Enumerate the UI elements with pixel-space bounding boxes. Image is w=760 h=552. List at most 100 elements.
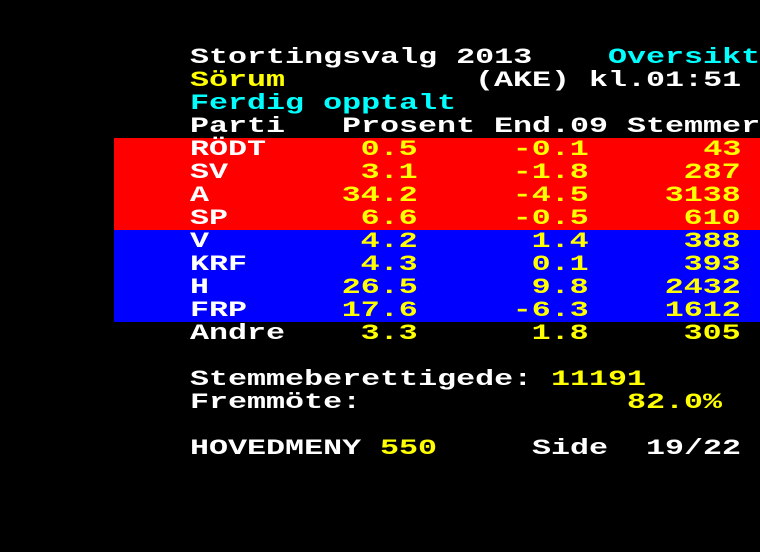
eligible-label-text: Stemmeberettigede: [190,367,533,392]
party-name-text: KRF [190,252,248,277]
party-name: SV [190,161,228,184]
party-name: V [190,230,209,253]
eligible-value: 11191 [551,368,646,391]
party-name-text: SP [190,206,229,231]
party-percent: 3.3 [361,322,418,345]
party-percent-text: 17.6 [341,298,418,323]
page-side-value: 19/22 [646,437,741,460]
party-name-text: Andre [190,321,286,346]
main-menu-label-text: HOVEDMENY [190,436,362,461]
party-name-text: H [190,275,210,300]
column-header-party-text: Parti [190,114,286,139]
party-votes-text: 610 [683,206,741,231]
party-change: 1.4 [532,230,589,253]
page-side-label-text: Side [532,436,609,461]
party-name-text: RÖDT [190,137,267,162]
party-name-text: A [190,183,210,208]
party-name: Andre [190,322,285,345]
party-name-text: V [190,229,210,254]
party-change-text: 0.1 [531,252,589,277]
party-name: H [190,276,209,299]
eligible-label: Stemmeberettigede: [190,368,532,391]
page-title: Stortingsvalg 2013 [190,46,532,69]
party-votes: 305 [684,322,741,345]
party-change: -6.3 [513,299,589,322]
party-percent-text: 3.1 [360,160,418,185]
page-title-text: Stortingsvalg 2013 [190,45,533,70]
party-percent: 0.5 [361,138,418,161]
section-label: Oversikt [608,46,760,69]
municipality-code: (AKE) [475,69,570,92]
party-percent: 4.2 [361,230,418,253]
party-percent-text: 0.5 [360,137,418,162]
party-percent-text: 4.2 [360,229,418,254]
party-change-text: 1.4 [531,229,589,254]
turnout-label: Fremmöte: [190,391,361,414]
party-name: RÖDT [190,138,266,161]
party-name: KRF [190,253,247,276]
party-name: FRP [190,299,247,322]
party-change-text: -6.3 [512,298,589,323]
page-side-label: Side [532,437,608,460]
party-name-text: SV [190,160,229,185]
party-percent-text: 26.5 [341,275,418,300]
count-status-text: Ferdig opptalt [190,91,457,116]
red-bloc-band [114,138,760,230]
party-votes: 287 [684,161,741,184]
party-change-text: 1.8 [531,321,589,346]
party-votes-text: 305 [683,321,741,346]
party-percent: 4.3 [361,253,418,276]
party-votes: 610 [684,207,741,230]
party-votes: 388 [684,230,741,253]
party-change: -0.5 [513,207,589,230]
party-votes-text: 388 [683,229,741,254]
column-header-votes: Stemmer [627,115,760,138]
party-votes-text: 43 [702,137,741,162]
municipality-code-text: (AKE) [475,68,571,93]
column-header-percent-text: Prosent [342,114,476,139]
party-votes: 393 [684,253,741,276]
party-votes: 43 [703,138,741,161]
page-side-value-text: 19/22 [646,436,742,461]
party-votes: 1612 [665,299,741,322]
party-percent: 3.1 [361,161,418,184]
party-change-text: -1.8 [512,160,589,185]
party-percent: 26.5 [342,276,418,299]
party-percent-text: 4.3 [360,252,418,277]
municipality-text: Sörum [190,68,286,93]
party-change: 0.1 [532,253,589,276]
party-percent-text: 3.3 [360,321,418,346]
update-time: kl.01:51 [589,69,741,92]
party-percent: 17.6 [342,299,418,322]
turnout-label-text: Fremmöte: [190,390,362,415]
turnout-value-text: 82.0% [627,390,723,415]
column-header-change: End.09 [494,115,608,138]
party-change: -4.5 [513,184,589,207]
party-percent: 34.2 [342,184,418,207]
party-change-text: -0.1 [512,137,589,162]
party-change: 1.8 [532,322,589,345]
count-status: Ferdig opptalt [190,92,456,115]
main-menu-label[interactable]: HOVEDMENY [190,437,361,460]
blue-bloc-band [114,230,760,322]
main-menu-page-link[interactable]: 550 [380,437,437,460]
eligible-value-text: 11191 [551,367,647,392]
party-percent: 6.6 [361,207,418,230]
turnout-value: 82.0% [627,391,722,414]
party-change: -1.8 [513,161,589,184]
update-time-text: kl.01:51 [589,68,742,93]
municipality: Sörum [190,69,285,92]
party-change: 9.8 [532,276,589,299]
party-change-text: 9.8 [531,275,589,300]
column-header-change-text: End.09 [494,114,609,139]
party-votes-text: 393 [683,252,741,277]
column-header-votes-text: Stemmer [627,114,760,139]
party-change-text: -0.5 [512,206,589,231]
party-votes-text: 2432 [664,275,741,300]
column-header-party: Parti [190,115,285,138]
party-name: A [190,184,209,207]
party-votes: 3138 [665,184,741,207]
party-change-text: -4.5 [512,183,589,208]
section-label-text: Oversikt [608,45,760,70]
party-votes-text: 3138 [664,183,741,208]
